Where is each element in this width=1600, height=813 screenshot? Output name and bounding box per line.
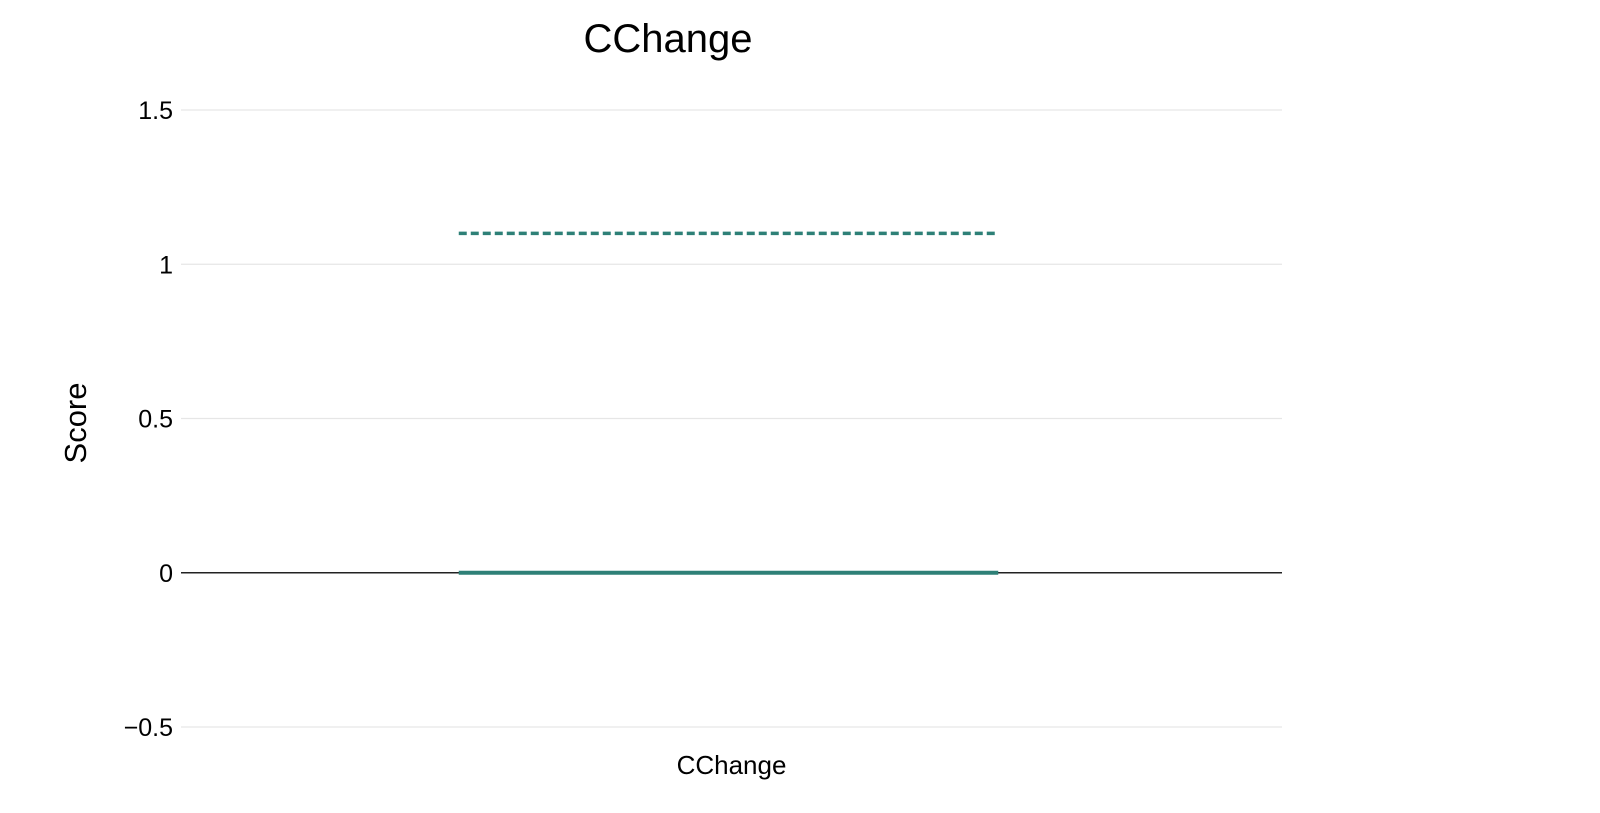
y-tick-label: 1 [159, 251, 173, 279]
y-tick-label: 0 [159, 560, 173, 588]
y-axis-title: Score [58, 383, 93, 464]
x-category-label: CChange [677, 750, 787, 780]
y-tick-label: 0.5 [138, 406, 173, 434]
x-category-labels: CChange [677, 750, 787, 780]
chart-title: CChange [583, 17, 752, 61]
y-tick-label: 1.5 [138, 97, 173, 125]
y-tick-labels: −0.5 0 0.5 1 1.5 [124, 97, 173, 742]
y-tick-label: −0.5 [124, 714, 173, 742]
data-marks [458, 231, 999, 575]
grid-layer [181, 109, 1282, 728]
